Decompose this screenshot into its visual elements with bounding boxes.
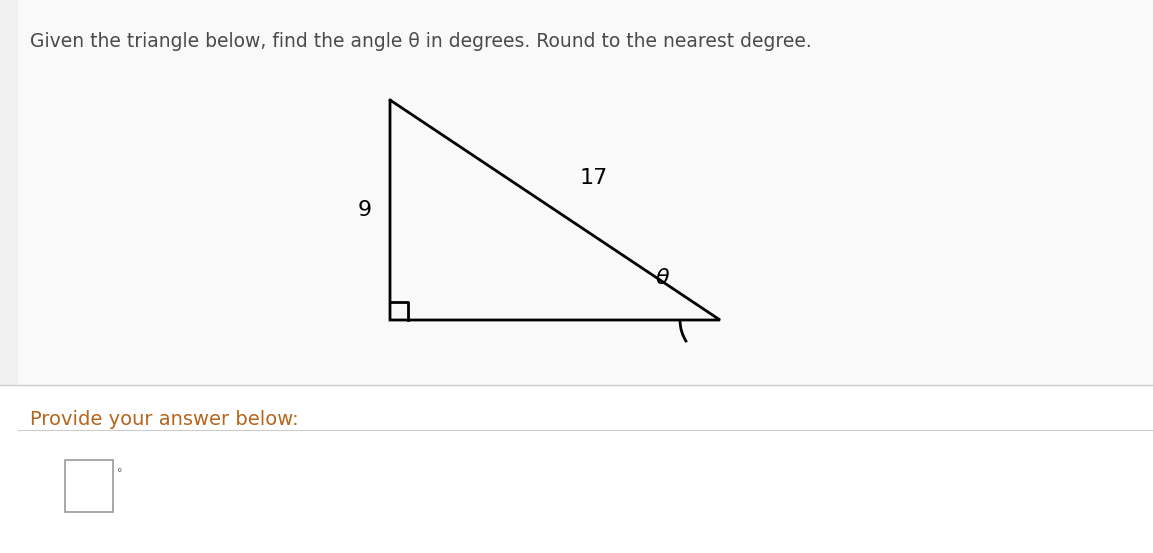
Text: θ: θ: [655, 268, 669, 288]
FancyBboxPatch shape: [65, 460, 113, 512]
Text: 9: 9: [357, 200, 372, 220]
Bar: [18, 430, 1153, 540]
Text: Provide your answer below:: Provide your answer below:: [30, 410, 299, 429]
Text: 17: 17: [580, 168, 609, 188]
Bar: [0, 0, 1153, 385]
Text: °: °: [116, 468, 122, 478]
Bar: [0, 0, 18, 553]
Text: Given the triangle below, find the angle θ in degrees. Round to the nearest degr: Given the triangle below, find the angle…: [30, 32, 812, 51]
Bar: [0, 385, 1153, 553]
